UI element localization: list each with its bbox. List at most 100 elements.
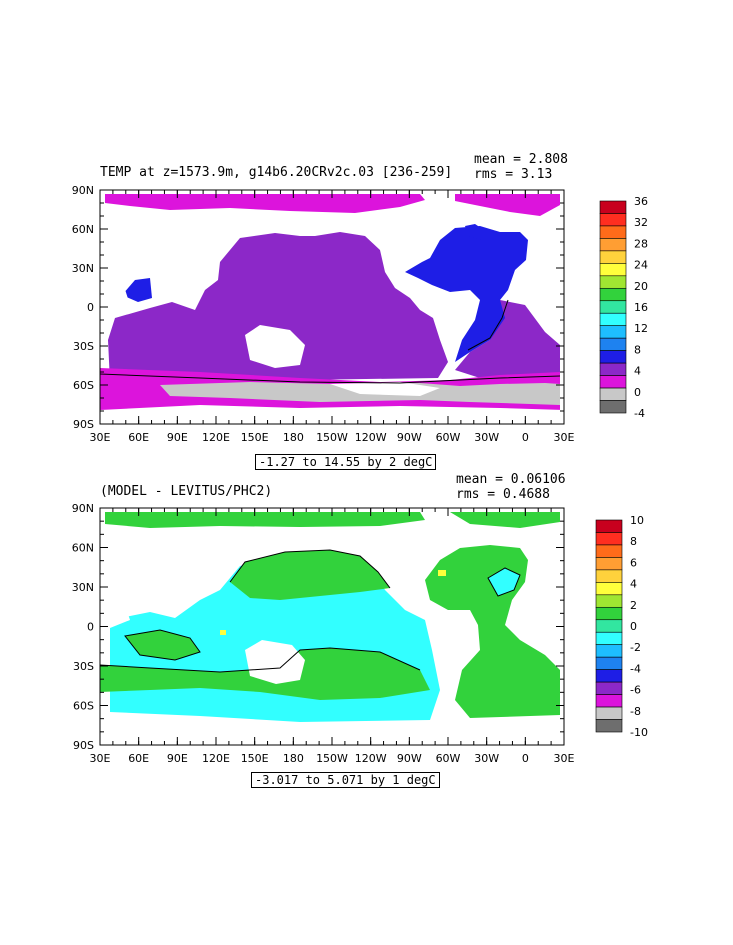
panel1-lon-label: 180 [283,431,304,444]
panel2-lat-label: 90S [73,739,94,752]
panel1-lat-label: 60N [72,223,94,236]
panel2-anomaly-blip-2 [220,630,226,635]
panel1-lat-label: 30S [73,340,94,353]
panel1-title: TEMP at z=1573.9m, g14b6.20CRv2c.03 [236… [100,165,453,180]
panel1-lon-label: 60W [436,431,461,444]
panel2-lon-label: 0 [522,752,529,765]
panel1-lat-label: 90S [73,418,94,431]
panel1-mean: mean = 2.808 [474,152,568,167]
panel1-lat-label: 30N [72,262,94,275]
panel1-colorbar-swatch [599,213,627,227]
panel2-contour-southern [100,647,421,673]
panel1-lon-label: 90E [167,431,188,444]
panel2-lon-label: 90E [167,752,188,765]
panel2-africa [100,585,130,628]
panel2-colorbar-label: -6 [630,684,641,697]
panel1-lon-label: 60E [128,431,149,444]
panel1-colorbar-label: -4 [634,407,645,420]
panel1-colorbar-label: 20 [634,280,648,293]
panel1-colorbar-swatch [599,200,627,214]
panel2-colorbar-label: 4 [630,578,637,591]
panel1-colorbar-label: 24 [634,259,648,272]
panel2-colorbar-swatch [595,669,623,683]
panel1-colorbar-swatch [599,400,627,414]
panel2-colorbar-swatch [595,681,623,695]
panel1-colorbar-swatch [599,263,627,277]
panel1-lon-label: 30E [554,431,575,444]
panel1-lat-label: 90N [72,184,94,197]
panel1-colorbar: 36 32 28 24 20 16 12 8 4 0 -4 [599,195,648,420]
panel2-colorbar-swatch [595,644,623,658]
panel1-colorbar-label: 32 [634,216,648,229]
panel1-colorbar-swatch [599,238,627,252]
panel2-colorbar-swatch [595,719,623,733]
panel1-arabian-sea [122,278,152,302]
panel2-colorbar-swatch [595,519,623,533]
panel2-arctic [105,512,425,528]
panel2-colorbar-swatch [595,706,623,720]
panel2-colorbar-swatch [595,656,623,670]
panel1-colorbar-label: 16 [634,301,648,314]
panel1-contour [100,373,561,384]
panel2-colorbar-swatch [595,694,623,708]
panel2-contour-pacific [229,549,391,589]
panel2-atlantic-cyan [488,568,520,596]
panel1-colorbar-label: 4 [634,365,641,378]
panel1-lon-label: 120E [202,431,230,444]
panel1-weddell-white [330,382,440,396]
panel1-colorbar-swatch [599,362,627,376]
panel1-colorbar-swatch [599,287,627,302]
panel1-map [100,190,564,424]
panel2-colorbar-swatch [595,631,623,646]
panel2-lat-label: 0 [87,621,94,634]
panel1-lat-label: 0 [87,301,94,314]
panel2-title: (MODEL - LEVITUS/PHC2) [100,484,273,499]
panel2-lon-label: 90W [397,752,422,765]
panel1-atlantic-deep [405,226,528,362]
panel1-colorbar-swatch [599,275,627,289]
panel2-lon-label: 120E [202,752,230,765]
panel2-lon-label: 150W [316,752,348,765]
panel1-colorbar-swatch [599,250,627,264]
panel2-colorbar-label: 0 [630,620,637,633]
panel1-lon-label: 30E [90,431,111,444]
panel2-rms: rms = 0.4688 [456,487,550,502]
panel1-colorbar-label: 8 [634,343,641,356]
panel2-colorbar-swatch [595,569,623,583]
panel2-map [100,508,564,745]
panel2-colorbar-label: 6 [630,556,637,569]
panel2-colorbar-swatch [595,557,623,571]
panel1-lon-label: 120W [355,431,387,444]
panel2-lon-label: 60E [128,752,149,765]
panel2-mean: mean = 0.06106 [456,472,566,487]
panel1-colorbar-label: 28 [634,237,648,250]
panel1-colorbar-label: 36 [634,195,648,208]
panel2-colorbar-swatch [595,594,623,608]
panel2-lon-label: 30E [554,752,575,765]
panel1-labrador [465,224,490,240]
panel2-lon-label: 120W [355,752,387,765]
panel2-lon-label: 30E [90,752,111,765]
panel1-colorbar-swatch [599,312,627,327]
panel2-colorbar-label: 2 [630,599,637,612]
panel1-colorbar-swatch [599,375,627,389]
panel2-contour-atlantic [487,567,521,597]
panel1-lon-label: 0 [522,431,529,444]
panel2-indian-band [125,630,200,660]
panel2-lon-label: 60W [436,752,461,765]
panel2-colorbar-swatch [595,532,623,546]
panel1-colorbar-swatch [599,387,627,401]
panel2-lat-label: 30S [73,660,94,673]
panel2-colorbar-label: -4 [630,662,641,675]
panel1-colorbar-swatch [599,337,627,351]
panel2-colorbar-swatch [595,606,623,621]
panel2-lon-label: 30W [474,752,499,765]
panel2-lat-label: 60N [72,542,94,555]
panel1-contour-atlantic [467,299,509,351]
panel2-colorbar-swatch [595,544,623,558]
panel1-colorbar-label: 12 [634,322,648,335]
panel2-north-pacific [230,550,390,600]
panel1-lat-label: 60S [73,379,94,392]
